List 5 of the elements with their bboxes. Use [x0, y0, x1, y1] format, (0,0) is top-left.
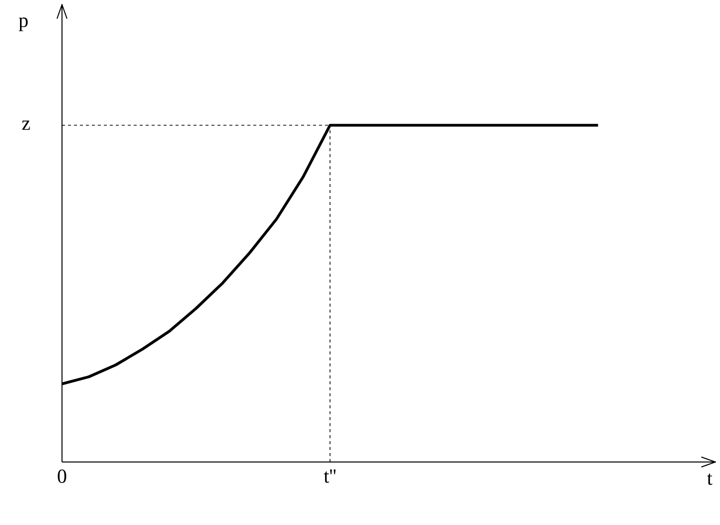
ref-line-label: z	[22, 120, 30, 130]
x-tick-label: t''	[324, 470, 336, 483]
x-axis-title: t	[707, 474, 712, 485]
y-axis-title: p	[18, 18, 28, 32]
x-tick-label: 0	[58, 470, 66, 483]
